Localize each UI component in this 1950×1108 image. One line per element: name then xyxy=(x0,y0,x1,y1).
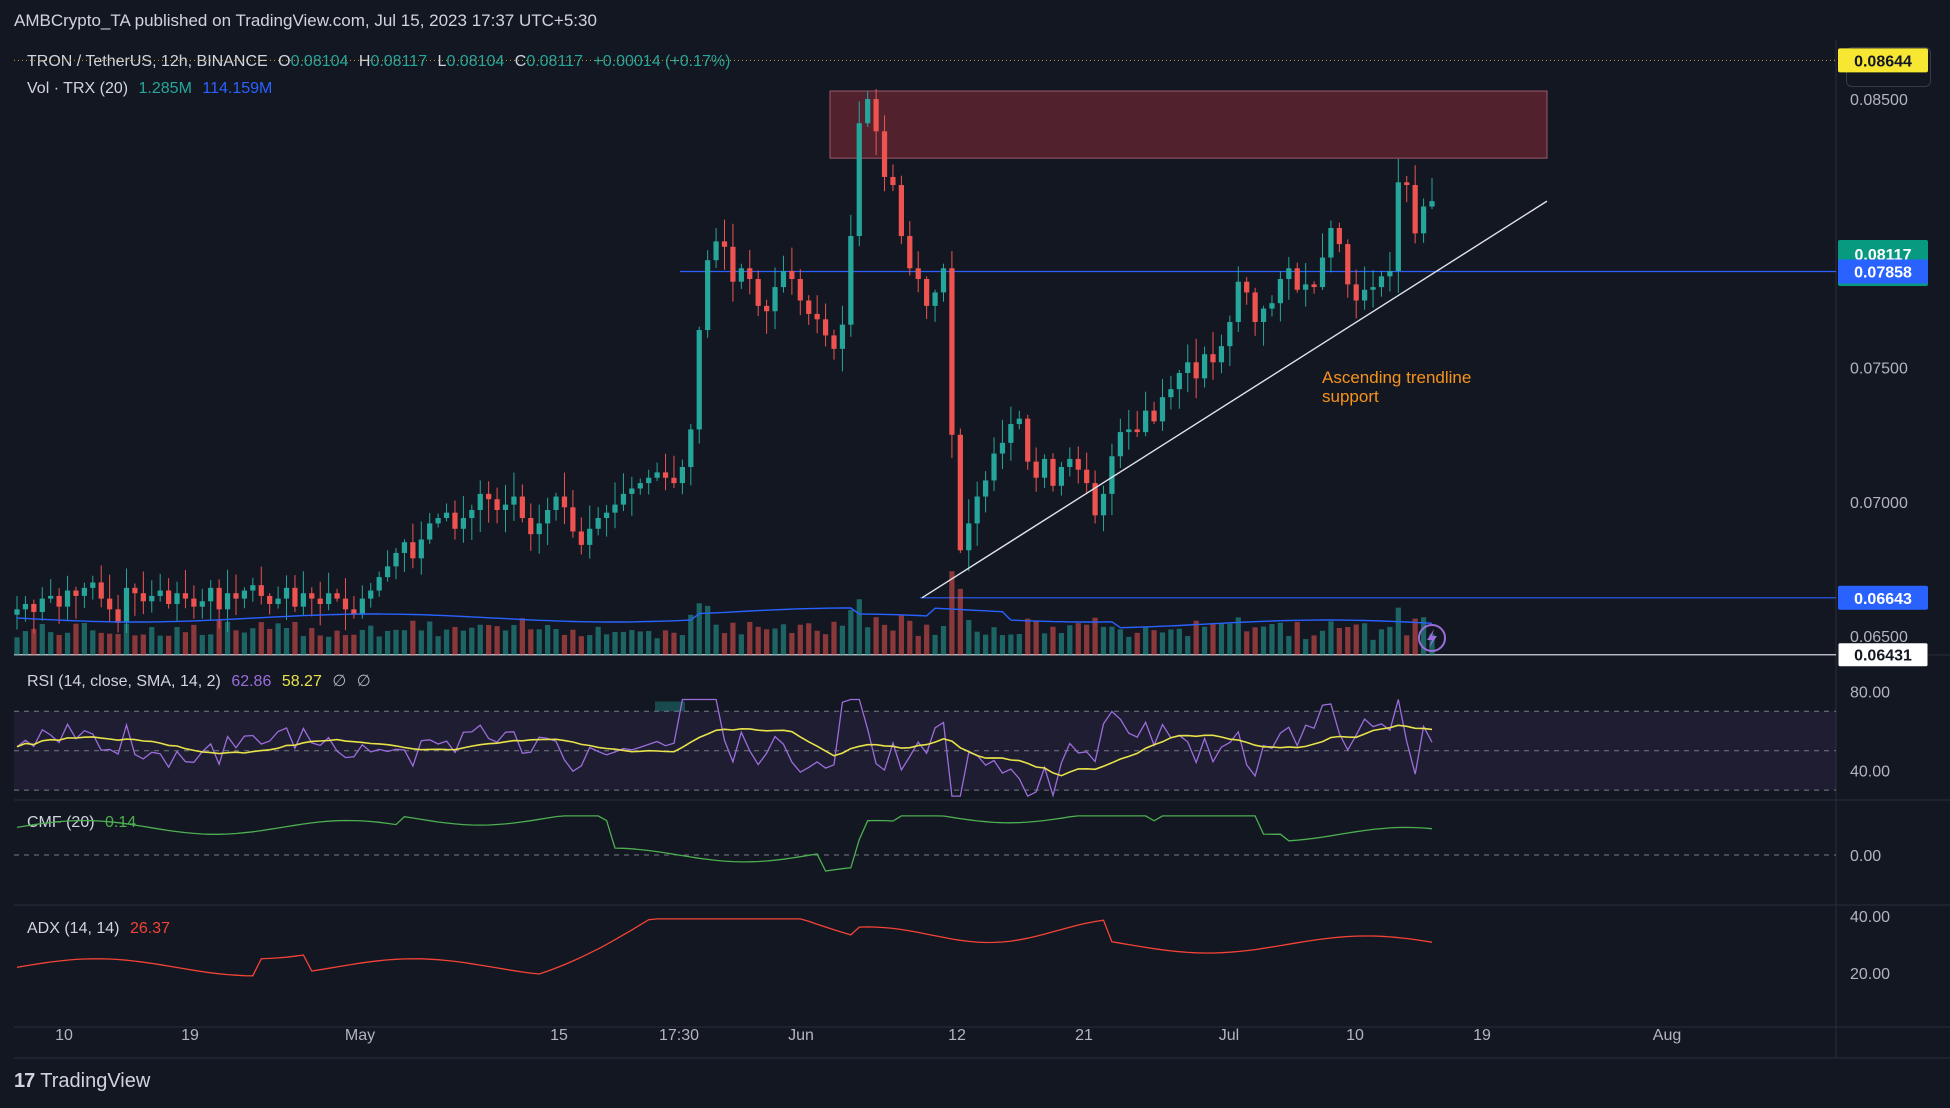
adx-legend: ADX (14, 14) 26.37 xyxy=(27,920,176,938)
rsi-ma-value: 58.27 xyxy=(281,673,322,690)
change-value: +0.00014 (+0.17%) xyxy=(593,53,731,70)
footer: 17 TradingView xyxy=(14,1070,150,1093)
close-label: C xyxy=(514,53,527,70)
cmf-legend: CMF (20) 0.14 xyxy=(27,814,142,832)
tradingview-brand[interactable]: TradingView xyxy=(40,1070,151,1092)
low-value: 0.08104 xyxy=(446,53,505,70)
rsi-empty-1: ∅ xyxy=(332,673,347,690)
volume-ma-value: 114.159M xyxy=(202,80,273,97)
rsi-legend: RSI (14, close, SMA, 14, 2) 62.86 58.27 … xyxy=(27,671,377,691)
open-value: 0.08104 xyxy=(290,53,349,70)
adx-value: 26.37 xyxy=(129,920,170,937)
adx-label[interactable]: ADX (14, 14) xyxy=(27,920,120,937)
publisher-header: AMBCrypto_TA published on TradingView.co… xyxy=(14,11,597,30)
rsi-value: 62.86 xyxy=(231,673,272,690)
top-right-box[interactable] xyxy=(1846,47,1931,87)
low-label: L xyxy=(437,53,447,70)
symbol-legend: TRON / TetherUS, 12h, BINANCE O0.08104 H… xyxy=(27,53,736,71)
high-value: 0.08117 xyxy=(370,53,428,70)
high-label: H xyxy=(358,53,371,70)
rsi-label[interactable]: RSI (14, close, SMA, 14, 2) xyxy=(27,673,221,690)
open-label: O xyxy=(278,53,291,70)
cmf-value: 0.14 xyxy=(105,814,137,831)
volume-value: 1.285M xyxy=(138,80,192,97)
rsi-empty-2: ∅ xyxy=(356,673,371,690)
tradingview-logo-icon: 17 xyxy=(14,1070,35,1092)
volume-legend: Vol · TRX (20) 1.285M 114.159M xyxy=(27,80,278,98)
symbol-name[interactable]: TRON / TetherUS, 12h, BINANCE xyxy=(27,53,268,70)
close-value: 0.08117 xyxy=(526,53,583,70)
volume-label[interactable]: Vol · TRX (20) xyxy=(27,80,129,97)
cmf-label[interactable]: CMF (20) xyxy=(27,814,95,831)
